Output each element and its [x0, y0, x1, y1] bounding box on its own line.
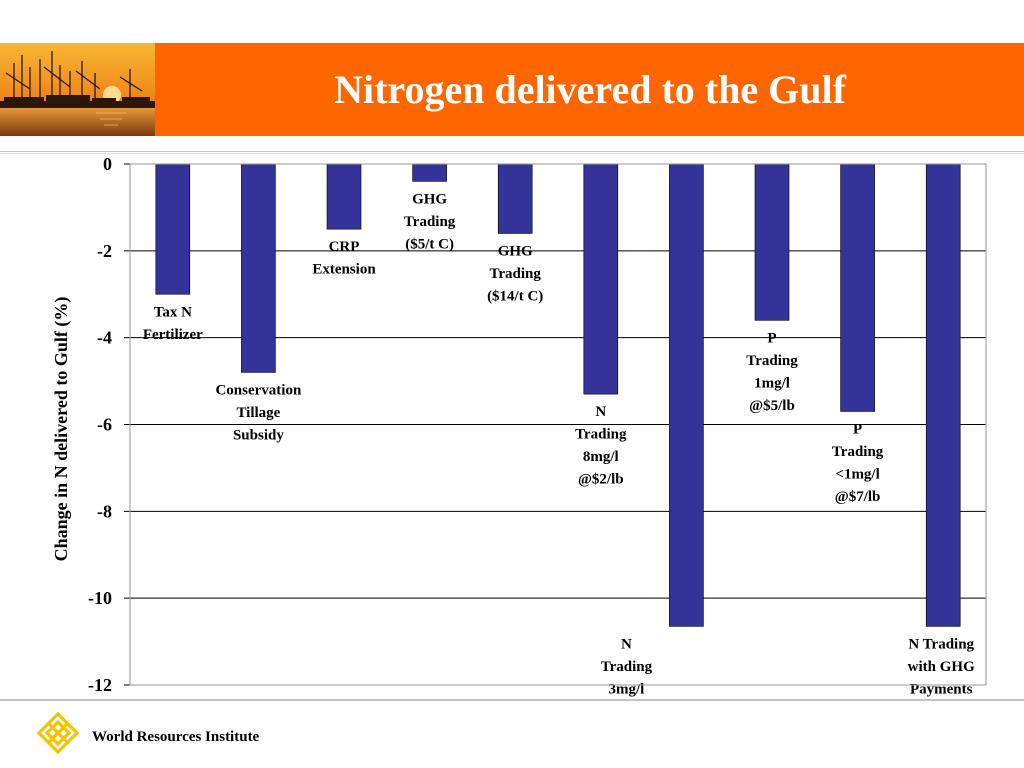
wri-lattice-logo-icon: [36, 711, 80, 755]
y-tick-label: -4: [97, 328, 112, 348]
y-tick-label: -8: [97, 501, 112, 521]
bar-label-line: Trading: [832, 444, 884, 460]
bar-label-line: Trading: [404, 214, 456, 230]
organization-name: World Resources Institute: [92, 729, 260, 745]
bar-label-line: Subsidy: [233, 427, 284, 443]
bar-label-line: <1mg/l: [835, 466, 879, 482]
bar-label-line: GHG: [412, 191, 447, 207]
header-divider-secondary: [0, 153, 1024, 154]
bar: [925, 163, 961, 627]
y-tick-labels: 0 -2 -4 -6 -8 -10 -12: [88, 154, 112, 695]
bar-label: P Trading 1mg/l @$5/lb: [746, 330, 798, 414]
bar-label: N Trading with GHG Payments: [908, 636, 975, 697]
bar-chart: 0 -2 -4 -6 -8 -10 -12 Tax N Fertilizer Conservat…: [88, 154, 987, 700]
bar-label-line: with GHG: [908, 659, 975, 675]
bar: [326, 163, 362, 230]
bar-label-line: Trading: [746, 353, 798, 369]
top-margin: [0, 0, 1024, 43]
bar-label-line: Fertilizer: [143, 327, 203, 343]
bar-label-line: Tillage: [236, 405, 280, 421]
bar: [497, 163, 533, 234]
bar-label-line: Trading: [489, 266, 541, 282]
bar-label-line: @$7/lb: [835, 489, 881, 505]
shrimp-boats-sunset-photo: [0, 43, 155, 136]
bar-label-line: ($5/t C): [405, 236, 454, 252]
bar-label: Tax N Fertilizer: [143, 304, 203, 343]
bar-label: GHG Trading ($14/t C): [487, 243, 543, 304]
bar-label-line: @$5/lb: [749, 398, 795, 414]
bar-label-line: ($14/t C): [487, 288, 543, 304]
bar: [412, 163, 447, 182]
bar-label-line: N: [595, 404, 606, 420]
bar-label-line: 1mg/l: [754, 375, 790, 391]
bar: [241, 163, 276, 373]
bar-label-line: Payments: [910, 681, 973, 697]
header-divider: [0, 151, 1024, 152]
bar-label: P Trading <1mg/l @$7/lb: [832, 421, 884, 505]
y-tick-label: 0: [103, 154, 112, 174]
bar: [754, 163, 790, 321]
bar-label-line: Conservation: [215, 382, 301, 398]
slide-title: Nitrogen delivered to the Gulf: [334, 67, 846, 112]
bar: [155, 163, 191, 295]
y-tick-label: -12: [88, 675, 112, 695]
bar-label-line: N: [621, 636, 632, 652]
bar-labels: Tax N Fertilizer Conservation Tillage Subsid…: [143, 191, 975, 700]
bar-label: CRP Extension: [312, 239, 376, 278]
y-axis-label: Change in N delivered to Gulf (%): [51, 296, 71, 562]
bar-label-line: 8mg/l: [583, 449, 619, 465]
bar-label-line: @$2/lb: [578, 472, 624, 488]
bar: [583, 163, 619, 395]
bar: [840, 163, 875, 412]
bar-label: N Trading 8mg/l @$2/lb: [575, 404, 627, 488]
bar-label-line: Extension: [312, 262, 376, 278]
bar-label: GHG Trading ($5/t C): [404, 191, 456, 252]
bar-label-line: GHG: [498, 243, 533, 259]
y-tick-label: -6: [97, 415, 112, 435]
plot-frame: [129, 163, 987, 686]
bar-label-line: CRP: [329, 239, 360, 255]
bar-label-line: N Trading: [908, 636, 974, 652]
bar-label-line: Tax N: [154, 304, 192, 320]
bar-label: Conservation Tillage Subsidy: [215, 382, 301, 443]
footer-divider: [0, 699, 1024, 701]
bar-label-line: P: [853, 421, 862, 437]
y-tick-label: -2: [97, 241, 112, 261]
y-tick-label: -10: [88, 588, 112, 608]
bar-label-line: 3mg/l: [608, 681, 644, 697]
bars: [155, 163, 961, 627]
bar-label-line: Trading: [575, 427, 627, 443]
title-banner: Nitrogen delivered to the Gulf: [0, 43, 1024, 136]
bar-label-line: Trading: [601, 659, 653, 675]
bar: [669, 163, 704, 627]
bar-label-line: P: [767, 330, 776, 346]
